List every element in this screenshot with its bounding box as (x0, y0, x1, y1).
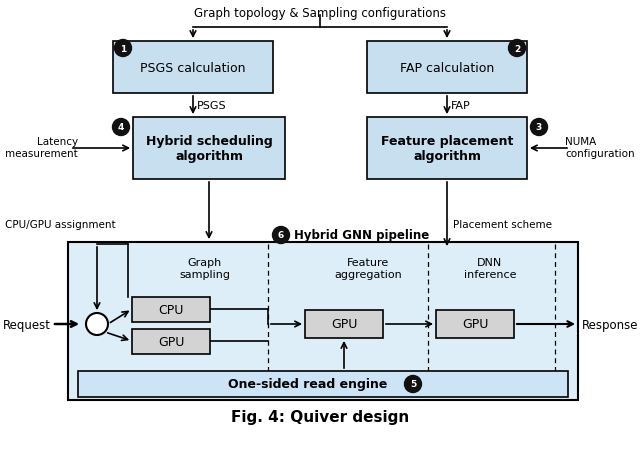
Bar (367, 118, 527, 180)
Text: GPU: GPU (331, 318, 357, 331)
Text: Request: Request (3, 318, 51, 331)
Circle shape (509, 40, 525, 57)
Bar (367, 42, 527, 94)
Text: NUMA
configuration: NUMA configuration (565, 137, 635, 158)
Text: Latency
measurement: Latency measurement (5, 137, 77, 158)
Circle shape (113, 119, 129, 136)
Circle shape (273, 227, 289, 244)
Text: Graph
sampling: Graph sampling (179, 257, 230, 279)
Text: 6: 6 (278, 231, 284, 240)
Text: Hybrid GNN pipeline: Hybrid GNN pipeline (294, 229, 429, 242)
Text: GPU: GPU (462, 318, 488, 331)
Bar (436, 310, 514, 338)
Text: PSGS calculation: PSGS calculation (140, 62, 246, 75)
Text: Feature
aggregation: Feature aggregation (334, 257, 402, 279)
Text: GPU: GPU (158, 335, 184, 348)
Text: Feature placement
algorithm: Feature placement algorithm (381, 135, 513, 163)
Text: Graph topology & Sampling configurations: Graph topology & Sampling configurations (194, 6, 446, 19)
Text: Response: Response (582, 318, 639, 331)
Circle shape (115, 40, 131, 57)
Text: 4: 4 (118, 123, 124, 132)
Text: CPU: CPU (158, 303, 184, 316)
Text: DNN
inference: DNN inference (464, 257, 516, 279)
Text: FAP: FAP (451, 101, 471, 111)
Text: PSGS: PSGS (197, 101, 227, 111)
Circle shape (404, 375, 422, 393)
Text: 1: 1 (120, 44, 126, 53)
Bar (78, 371, 568, 397)
Bar (132, 329, 210, 354)
Bar (113, 42, 273, 94)
Text: Fig. 4: Quiver design: Fig. 4: Quiver design (231, 410, 409, 425)
Bar (68, 243, 578, 400)
Text: CPU/GPU assignment: CPU/GPU assignment (5, 219, 116, 230)
Text: 2: 2 (514, 44, 520, 53)
Circle shape (531, 119, 547, 136)
Circle shape (86, 313, 108, 335)
Text: FAP calculation: FAP calculation (400, 62, 494, 75)
Text: Placement scheme: Placement scheme (453, 219, 552, 230)
Text: One-sided read engine: One-sided read engine (228, 378, 388, 391)
Bar (132, 297, 210, 322)
Bar (133, 118, 285, 180)
Text: 3: 3 (536, 123, 542, 132)
Bar (305, 310, 383, 338)
Text: Hybrid scheduling
algorithm: Hybrid scheduling algorithm (146, 135, 273, 163)
Text: 5: 5 (410, 380, 416, 388)
